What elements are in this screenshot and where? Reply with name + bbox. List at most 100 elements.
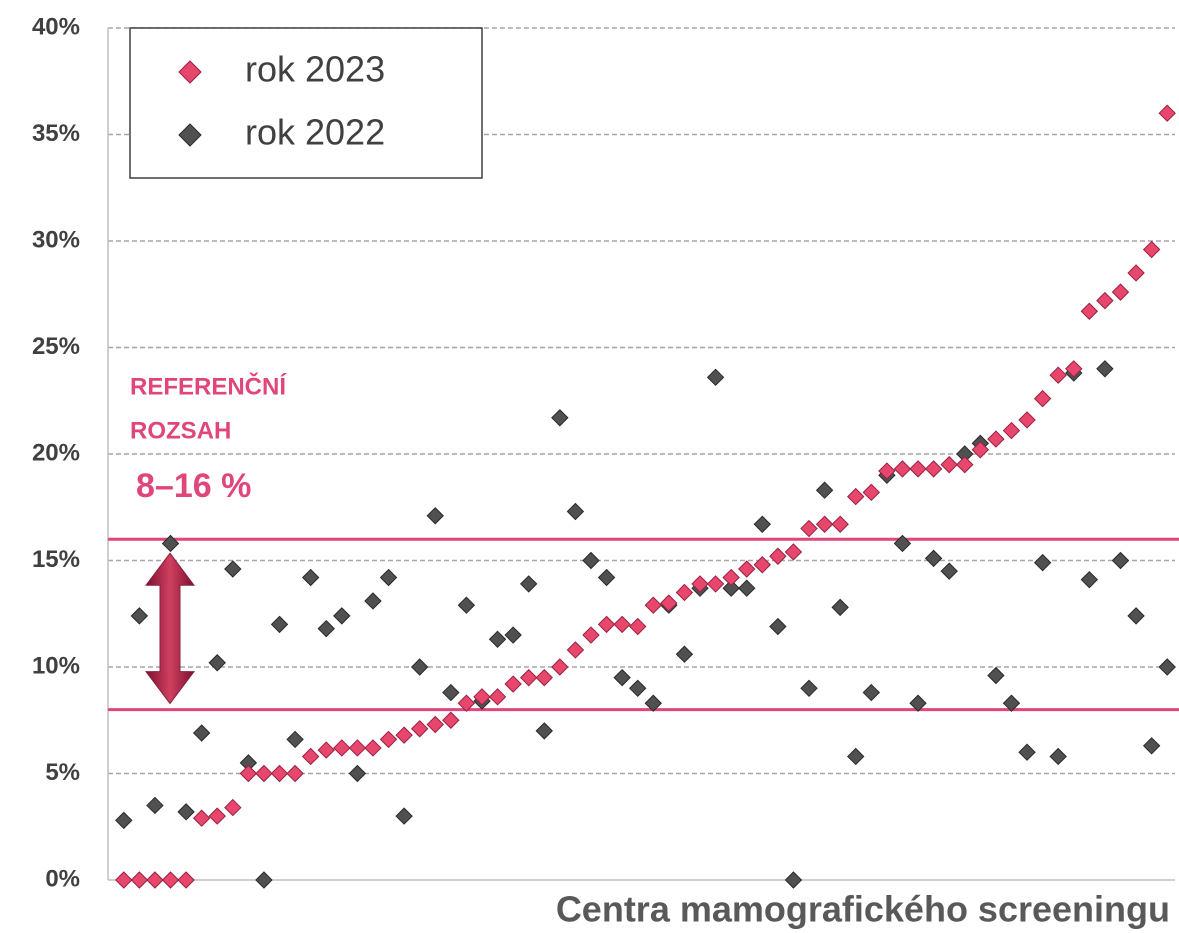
point <box>924 549 943 568</box>
point <box>1127 607 1145 625</box>
point <box>675 645 694 663</box>
point <box>379 730 398 749</box>
point <box>161 534 180 553</box>
point <box>301 568 320 587</box>
point <box>270 615 289 634</box>
point <box>255 871 273 889</box>
point <box>738 560 756 578</box>
point <box>613 615 631 634</box>
legend-label: rok 2022 <box>245 112 385 153</box>
point <box>146 871 164 889</box>
point <box>224 798 242 817</box>
point <box>629 679 647 698</box>
point <box>1002 694 1021 712</box>
annotation: ROZSAH <box>130 417 231 444</box>
point <box>566 502 585 521</box>
point <box>426 507 444 525</box>
point <box>1018 411 1036 429</box>
point <box>987 430 1005 448</box>
point <box>971 441 990 459</box>
y-tick-label: 5% <box>45 759 80 786</box>
point <box>442 683 460 702</box>
point <box>224 560 242 578</box>
point <box>115 811 133 830</box>
y-tick-label: 40% <box>32 13 80 40</box>
point <box>192 724 211 742</box>
point <box>161 871 180 889</box>
point <box>177 871 195 889</box>
point <box>644 596 662 614</box>
point <box>317 619 335 638</box>
point <box>1096 360 1114 378</box>
point <box>395 807 413 825</box>
point <box>722 568 740 587</box>
point <box>644 694 662 712</box>
point <box>301 747 320 766</box>
point <box>706 575 725 593</box>
point <box>847 747 865 766</box>
point <box>893 534 912 553</box>
point <box>519 575 538 593</box>
legend-marker <box>178 123 202 147</box>
point <box>893 460 912 478</box>
y-tick-label: 30% <box>32 226 80 253</box>
point <box>597 615 616 634</box>
y-tick-label: 10% <box>32 652 80 679</box>
point <box>769 547 787 565</box>
point <box>1158 658 1176 676</box>
point <box>333 607 351 625</box>
point <box>1065 360 1083 378</box>
point <box>1142 240 1161 259</box>
point <box>270 764 289 783</box>
point <box>1096 291 1114 310</box>
point <box>815 481 834 499</box>
legend-box <box>129 27 483 179</box>
y-tick-label: 25% <box>32 333 80 360</box>
point <box>753 515 772 533</box>
point <box>847 487 865 506</box>
point <box>1111 551 1130 570</box>
point <box>146 796 164 815</box>
point <box>504 675 522 693</box>
point <box>862 483 881 502</box>
point <box>582 626 600 644</box>
point <box>130 871 149 889</box>
point <box>691 575 709 593</box>
point <box>924 460 943 478</box>
point <box>862 683 881 702</box>
point <box>395 726 413 744</box>
point <box>909 460 927 478</box>
point <box>364 592 382 610</box>
point <box>488 688 507 706</box>
point <box>379 568 398 587</box>
point <box>488 630 507 649</box>
point <box>769 617 787 636</box>
point <box>239 764 258 783</box>
point <box>582 551 600 570</box>
point <box>909 694 927 712</box>
point <box>956 455 974 474</box>
point <box>784 871 803 889</box>
legend-label: rok 2023 <box>245 49 385 90</box>
point <box>192 809 211 827</box>
point <box>504 626 522 644</box>
point <box>364 739 382 757</box>
point <box>738 579 756 597</box>
point <box>255 764 273 783</box>
annotation: 8–16 % <box>136 467 251 505</box>
point <box>1142 737 1161 755</box>
point <box>597 568 616 587</box>
point <box>1033 389 1052 408</box>
point <box>442 711 460 729</box>
point <box>519 668 538 687</box>
point <box>1002 421 1021 440</box>
y-tick-label: 20% <box>32 439 80 466</box>
point <box>457 596 476 614</box>
point <box>660 594 678 612</box>
point <box>831 515 849 533</box>
y-tick-label: 0% <box>45 865 80 892</box>
point <box>800 679 818 698</box>
point <box>1080 570 1099 589</box>
point <box>348 739 367 757</box>
